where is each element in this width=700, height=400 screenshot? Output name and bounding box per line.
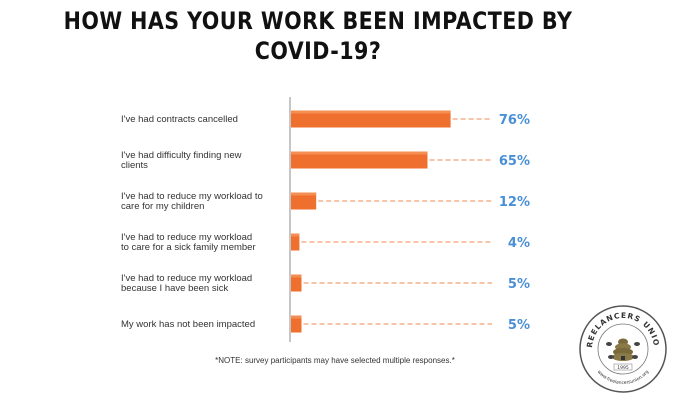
- bar: [291, 110, 451, 128]
- category-label-line: I've had to reduce my workload to: [121, 191, 263, 202]
- category-label-line: because I have been sick: [121, 283, 228, 294]
- logo-year-text: 1995: [617, 365, 629, 371]
- title-line-1: HOW HAS YOUR WORK BEEN IMPACTED BY: [63, 7, 573, 35]
- category-label: My work has not been impacted: [121, 319, 255, 330]
- bar-highlight: [291, 192, 317, 196]
- category-label-line: I've had to reduce my workload: [121, 273, 252, 284]
- category-label-line: clients: [121, 160, 148, 171]
- value-label: 5%: [508, 277, 530, 292]
- category-label-line: care for my children: [121, 201, 204, 212]
- value-label: 65%: [499, 154, 530, 169]
- category-label: I've had to reduce my workload to care fo…: [121, 232, 256, 253]
- bar-highlight: [291, 151, 428, 155]
- value-label: 4%: [508, 236, 530, 251]
- category-label-line: My work has not been impacted: [121, 319, 255, 330]
- chart-title: HOW HAS YOUR WORK BEEN IMPACTED BY COVID…: [45, 6, 592, 66]
- beehive-icon: [612, 338, 634, 361]
- category-label: I've had to reduce my workload because I …: [121, 273, 252, 294]
- value-label: 12%: [499, 195, 530, 210]
- category-label-line: I've had to reduce my workload: [121, 232, 252, 243]
- bar-highlight: [291, 110, 451, 114]
- category-label: I've had contracts cancelled: [121, 114, 238, 125]
- category-label: I've had to reduce my workload to care fo…: [121, 191, 263, 212]
- bee-icon: [606, 342, 640, 359]
- footnote: *NOTE: survey participants may have sele…: [215, 356, 455, 365]
- category-label-line: to care for a sick family member: [121, 242, 256, 253]
- value-label: 5%: [508, 318, 530, 333]
- bar: [291, 233, 300, 251]
- bar-highlight: [291, 233, 300, 237]
- category-label-line: I've had contracts cancelled: [121, 114, 238, 125]
- title-line-2: COVID-19?: [254, 37, 382, 65]
- bar-rows: I've had contracts cancelled 76% I've had …: [121, 110, 530, 333]
- bar: [291, 192, 317, 210]
- value-label: 76%: [499, 113, 530, 128]
- category-label-line: I've had difficulty finding new: [121, 150, 242, 161]
- logo-year-banner: [613, 363, 633, 371]
- bar: [291, 315, 302, 333]
- beehive-logo-icon: FREELANCERS UNION www.freelancersunion.o…: [578, 304, 667, 393]
- bar-highlight: [291, 274, 302, 278]
- bar: [291, 151, 428, 169]
- category-label: I've had difficulty finding new clients: [121, 150, 242, 171]
- bar-highlight: [291, 315, 302, 319]
- bar: [291, 274, 302, 292]
